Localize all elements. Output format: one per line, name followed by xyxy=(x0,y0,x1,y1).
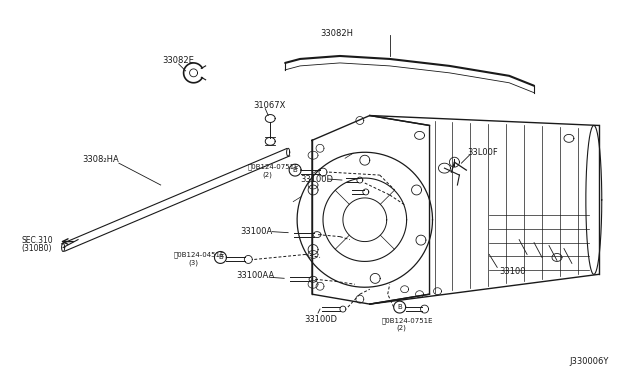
Text: 33082E: 33082E xyxy=(163,56,195,65)
Text: (2): (2) xyxy=(397,325,406,331)
Text: 33100: 33100 xyxy=(499,267,525,276)
Text: 33100AA: 33100AA xyxy=(236,271,275,280)
Text: 3308₂HA: 3308₂HA xyxy=(83,155,119,164)
Text: ⑂0B124-0751E: ⑂0B124-0751E xyxy=(381,317,433,324)
Text: 33100D: 33100D xyxy=(300,175,333,184)
Text: B: B xyxy=(218,254,223,260)
Text: (3): (3) xyxy=(189,259,198,266)
Text: (310B0): (310B0) xyxy=(21,244,52,253)
Text: 33082H: 33082H xyxy=(321,29,353,38)
Text: 33100A: 33100A xyxy=(241,227,273,236)
Text: ⑂0B124-0751E: ⑂0B124-0751E xyxy=(247,163,299,170)
Text: B: B xyxy=(397,304,402,310)
Text: ⑂0B124-0451E: ⑂0B124-0451E xyxy=(173,251,225,258)
Text: J330006Y: J330006Y xyxy=(569,357,608,366)
Text: 33L00F: 33L00F xyxy=(467,148,498,157)
Text: 31067X: 31067X xyxy=(253,101,285,110)
Text: SEC.310: SEC.310 xyxy=(21,235,53,245)
Text: (2): (2) xyxy=(262,171,272,177)
Text: 33100D: 33100D xyxy=(304,315,337,324)
Text: B: B xyxy=(292,167,298,173)
